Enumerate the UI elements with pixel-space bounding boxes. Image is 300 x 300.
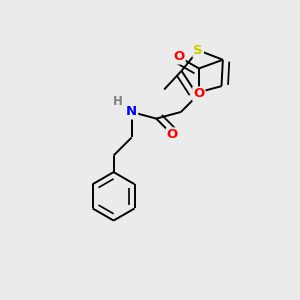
Text: S: S bbox=[194, 44, 203, 57]
Text: O: O bbox=[193, 88, 205, 100]
Text: H: H bbox=[113, 95, 122, 108]
Text: N: N bbox=[126, 106, 137, 118]
Text: O: O bbox=[167, 128, 178, 141]
Text: O: O bbox=[173, 50, 185, 64]
